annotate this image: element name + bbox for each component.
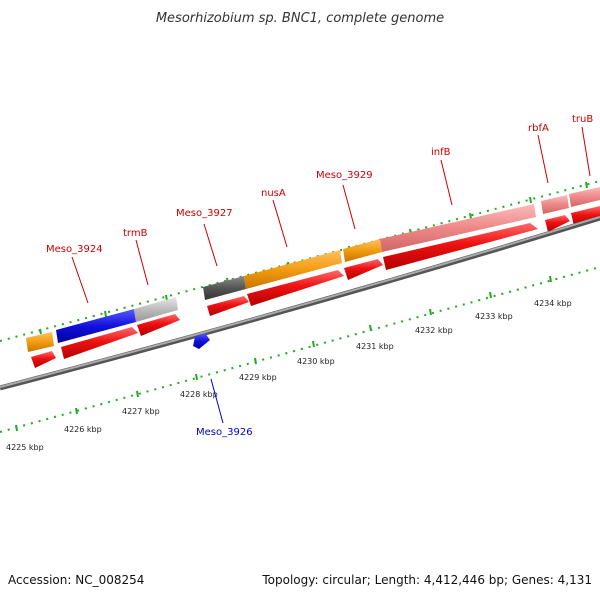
map-title: Mesorhizobium sp. BNC1, complete genome (156, 11, 444, 26)
scale-major-tick (489, 291, 492, 299)
gene-arrow[interactable] (344, 259, 383, 280)
gene-arrow[interactable] (207, 296, 249, 316)
leader-line (537, 134, 549, 184)
scale-tick-label: 4229 kbp (239, 373, 277, 382)
leader-line (135, 239, 149, 286)
gene-label[interactable]: Meso_3927 (176, 208, 233, 219)
accession-text: Accession: NC_008254 (8, 573, 144, 587)
outer-major-tick (104, 310, 107, 318)
gene-feature-salmon[interactable] (569, 187, 600, 207)
gene-arrow[interactable] (383, 223, 538, 270)
outer-major-tick (529, 196, 532, 204)
leader-line (342, 184, 356, 230)
outer-major-tick (39, 328, 42, 335)
leader-line (203, 223, 218, 267)
scale-tick-label: 4233 kbp (475, 312, 513, 321)
scale-tick-label: 4230 kbp (297, 357, 335, 366)
leader-line (210, 378, 224, 424)
scale-tick-label: 4226 kbp (64, 425, 102, 434)
gene-arrow[interactable] (247, 270, 344, 306)
scale-tick-row (0, 266, 600, 433)
gene-label[interactable]: Meso_3924 (46, 244, 103, 255)
plus-strand-category-row (26, 187, 600, 352)
gene-label-leaders (71, 126, 591, 424)
gene-feature-salmon[interactable] (380, 204, 536, 252)
gene-labels: Meso_3924 trmB Meso_3927 nusA Meso_3929 … (46, 114, 593, 438)
genome-summary-text: Topology: circular; Length: 4,412,446 bp… (261, 573, 592, 587)
leader-line (272, 199, 288, 248)
scale-tick-label: 4227 kbp (122, 407, 160, 416)
gene-feature-lightgray[interactable] (134, 297, 178, 322)
scale-major-tick (369, 324, 372, 332)
scale-major-tick (195, 373, 198, 381)
scale-major-tick (15, 424, 18, 432)
leader-line (581, 126, 591, 177)
gene-label[interactable]: infB (431, 147, 451, 158)
gene-label[interactable]: rbfA (528, 123, 549, 134)
scale-tick-label: 4234 kbp (534, 299, 572, 308)
gene-label[interactable]: nusA (261, 188, 286, 199)
outer-major-tick (585, 181, 588, 189)
gene-label[interactable]: Meso_3929 (316, 170, 373, 181)
leader-line (71, 256, 89, 304)
gene-arrow[interactable] (571, 206, 600, 226)
gene-feature-salmon[interactable] (541, 195, 569, 214)
plus-strand-gene-arrows (31, 206, 600, 368)
gene-arrow[interactable] (61, 327, 138, 359)
scale-tick-label: 4231 kbp (356, 342, 394, 351)
scale-tick-label: 4228 kbp (180, 390, 218, 399)
gene-arrow[interactable] (545, 215, 570, 232)
gene-arrow[interactable] (137, 314, 180, 336)
gene-arrow-minus[interactable] (193, 333, 210, 349)
scale-major-tick (136, 390, 139, 398)
scale-major-tick (312, 340, 315, 348)
leader-line (440, 159, 453, 206)
gene-label[interactable]: trmB (123, 228, 148, 239)
scale-major-tick (75, 407, 78, 415)
scale-tick-label: 4232 kbp (415, 326, 453, 335)
scale-major-tick (429, 308, 432, 316)
gene-feature-orange[interactable] (26, 332, 54, 352)
scale-tick-label: 4225 kbp (6, 443, 44, 452)
scale-major-tick (549, 275, 552, 283)
outer-major-tick (469, 212, 472, 220)
gene-label[interactable]: Meso_3926 (196, 427, 253, 438)
scale-major-tick (254, 357, 257, 365)
gene-feature-blue[interactable] (56, 309, 136, 343)
gene-arrow[interactable] (31, 351, 56, 368)
genome-backbone-highlight (0, 216, 600, 388)
gene-label[interactable]: truB (572, 114, 593, 125)
scale-labels: 4225 kbp 4226 kbp 4227 kbp 4228 kbp 4229… (6, 299, 572, 452)
gene-feature-orange[interactable] (343, 239, 382, 262)
gene-feature-darkgray[interactable] (203, 276, 246, 300)
gene-feature-orange[interactable] (244, 250, 342, 289)
